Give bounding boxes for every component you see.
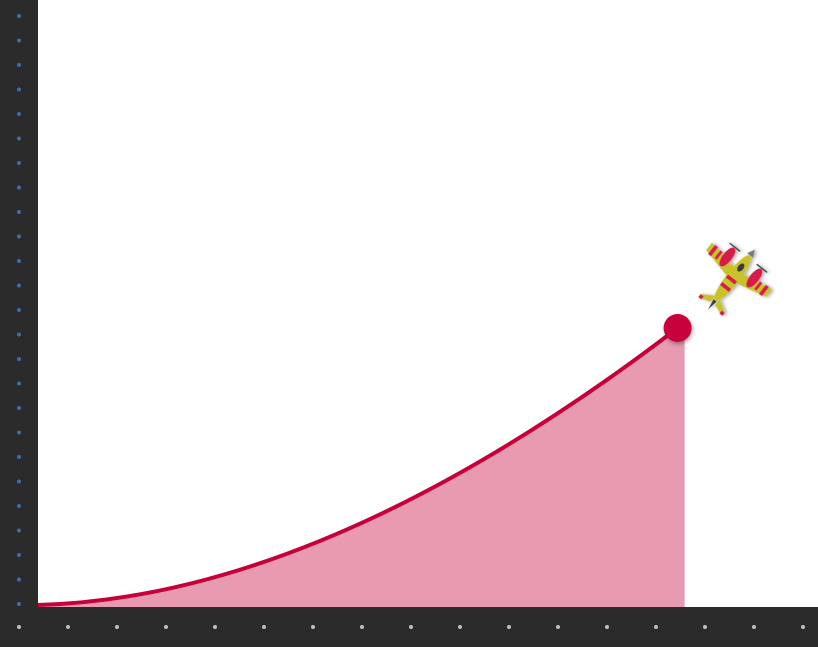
y-axis-dot [17,381,21,386]
x-axis-dot [164,625,168,629]
y-axis-dot [17,161,21,165]
y-axis-dot [17,63,21,67]
x-axis-dot [213,625,217,629]
y-axis-dot [17,38,21,43]
y-axis-dot [17,406,21,410]
y-axis-dots [17,14,21,606]
y-axis-dot [17,234,21,239]
x-axis-dot [311,625,315,629]
x-axis-dot [556,625,560,629]
airplane-icon [698,242,772,316]
x-axis-dot [17,625,21,629]
y-axis-dot [17,430,21,435]
y-axis-dot [17,259,21,263]
y-axis-bar [0,0,38,647]
curve-area-fill [38,328,685,607]
y-axis-dot [17,577,21,582]
x-axis-dot [801,625,805,629]
x-axis-dot [115,625,119,629]
y-axis-dot [17,136,21,141]
y-axis-dot [17,553,21,557]
y-axis-dot [17,210,21,214]
x-axis-dot [66,625,70,629]
y-axis-dot [17,332,21,337]
y-axis-dot [17,528,21,533]
x-axis-dot [703,625,707,629]
y-axis-dot [17,479,21,484]
curve-endpoint-dot [663,314,692,342]
y-axis-dot [17,602,21,606]
x-axis-dot [262,625,266,629]
x-axis-dot [458,625,462,629]
x-axis-dot [507,625,511,629]
y-axis-dot [17,455,21,459]
y-axis-dot [17,283,21,288]
x-axis-dot [360,625,364,629]
x-axis-dot [752,625,756,629]
x-axis-dot [654,625,658,629]
x-axis-dot [605,625,609,629]
y-axis-dot [17,308,21,312]
flight-curve [36,326,680,607]
y-axis-dot [17,357,21,361]
y-axis-dot [17,87,21,92]
x-axis-dot [409,625,413,629]
y-axis-dot [17,504,21,508]
y-axis-dot [17,14,21,18]
y-axis-dot [17,185,21,190]
x-axis-dots [17,625,805,629]
y-axis-dot [17,112,21,116]
